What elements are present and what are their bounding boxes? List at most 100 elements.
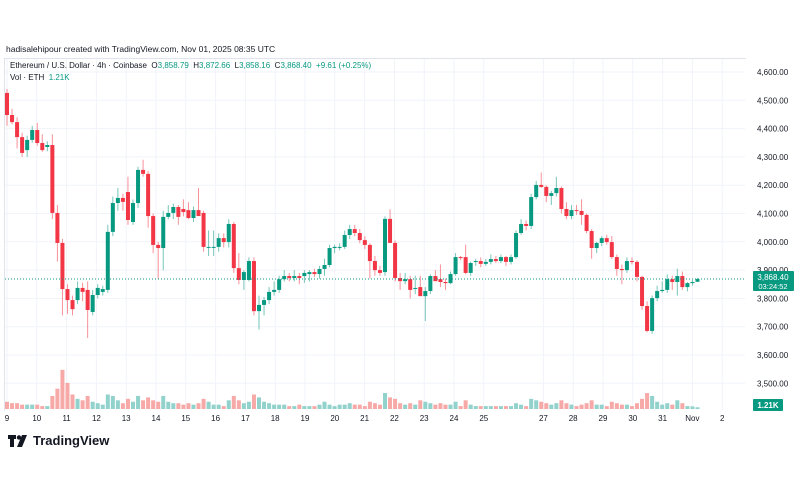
volume-bar	[312, 406, 317, 409]
volume-bar	[307, 406, 312, 409]
volume-bar	[403, 404, 408, 409]
candle-body	[619, 268, 624, 271]
price-axis-label: 3,700.00	[757, 323, 789, 332]
volume-bar	[25, 404, 30, 409]
volume-bar	[478, 406, 483, 409]
candle-body	[25, 139, 30, 151]
candle-body	[292, 276, 297, 279]
candle-body	[629, 261, 634, 263]
tradingview-logo[interactable]: TradingView	[8, 433, 109, 448]
last-price-badge	[753, 271, 794, 292]
candle-body	[231, 223, 236, 269]
volume-label: Vol · ETH	[10, 73, 45, 82]
volume-bar	[317, 404, 322, 409]
volume-bar	[579, 404, 584, 409]
candle-body	[347, 229, 352, 236]
volume-bar	[388, 397, 393, 409]
candle-body	[423, 291, 428, 297]
candle-body	[413, 287, 418, 289]
candle-body	[357, 233, 362, 241]
volume-bar	[670, 404, 675, 409]
candle-body	[141, 169, 146, 174]
volume-bar	[70, 394, 75, 409]
volume-bar	[629, 406, 634, 409]
volume-bar	[675, 400, 680, 409]
volume-bar	[131, 401, 135, 409]
volume-bar	[15, 403, 20, 409]
volume-bar	[453, 401, 458, 409]
candle-body	[151, 216, 156, 245]
volume-bar	[45, 406, 50, 409]
volume-bar	[498, 406, 503, 409]
candle-body	[524, 223, 529, 226]
candle-body	[670, 279, 675, 282]
volume-bar	[181, 404, 186, 409]
volume-bar	[544, 403, 549, 409]
candle-body	[337, 246, 342, 248]
candle-body	[161, 216, 166, 249]
candle-body	[156, 244, 161, 249]
volume-bar	[438, 403, 443, 409]
candle-body	[251, 261, 256, 312]
price-axis-label: 4,000.00	[757, 238, 789, 247]
volume-bar	[327, 404, 332, 409]
date-axis-label: 23	[420, 414, 429, 423]
bar-countdown: 03:24:52	[758, 282, 787, 291]
price-axis-label: 4,100.00	[757, 210, 789, 219]
candlestick-chart[interactable]: 4,600.00 4,500.00 4,400.00 4,300.00 4,200.00…	[0, 0, 800, 430]
candle-body	[267, 291, 272, 301]
volume-bar	[176, 403, 181, 409]
candle-body	[695, 279, 700, 282]
candle-body	[297, 276, 302, 279]
candle-body	[650, 298, 655, 331]
candle-body	[448, 274, 453, 284]
candle-body	[35, 130, 40, 144]
candle-body	[645, 306, 650, 331]
candle-body	[277, 279, 282, 290]
date-axis-label: 10	[32, 414, 41, 423]
volume-bar	[166, 401, 171, 409]
date-axis-label: 11	[62, 414, 71, 423]
candle-body	[60, 242, 65, 290]
candle-body	[181, 208, 186, 213]
candle-body	[176, 206, 181, 217]
volume-bar	[609, 401, 614, 409]
date-axis-label: 16	[211, 414, 220, 423]
low-value: 3,858.16	[239, 61, 271, 70]
candle-body	[206, 246, 211, 248]
candle-body	[509, 257, 513, 262]
candle-body	[65, 289, 70, 301]
volume-bar	[262, 401, 267, 409]
volume-bar	[372, 403, 377, 409]
candle-body	[685, 283, 690, 288]
volume-bar	[342, 404, 347, 409]
candle-body	[85, 289, 90, 311]
candle-body	[539, 184, 544, 187]
volume-bar	[75, 398, 80, 409]
date-axis-label: 12	[92, 414, 101, 423]
volume-bar	[292, 406, 297, 409]
high-value: 3,872.66	[199, 61, 231, 70]
chart-pane[interactable]	[4, 58, 746, 411]
volume-bar	[161, 395, 166, 409]
volume-bar	[574, 406, 579, 409]
date-axis-label: 27	[539, 414, 548, 423]
volume-bar	[347, 403, 352, 409]
tradingview-logo-icon	[8, 434, 27, 447]
symbol-title[interactable]: Ethereum / U.S. Dollar · 4h · Coinbase	[10, 61, 147, 70]
volume-bar	[463, 400, 468, 409]
volume-bar	[100, 404, 105, 409]
date-axis-label: 17	[241, 414, 250, 423]
candle-body	[690, 281, 695, 284]
volume-value: 1.21K	[48, 73, 70, 82]
volume-bar	[352, 404, 357, 409]
volume-bar	[125, 398, 130, 409]
volume-bar	[519, 404, 524, 409]
date-axis-label: 22	[390, 414, 399, 423]
volume-bar	[448, 404, 453, 409]
volume-bar	[110, 395, 115, 409]
candle-body	[272, 289, 277, 292]
volume-badge-value: 1.21K	[757, 401, 779, 410]
volume-bar	[236, 400, 241, 409]
candle-body	[50, 145, 55, 213]
